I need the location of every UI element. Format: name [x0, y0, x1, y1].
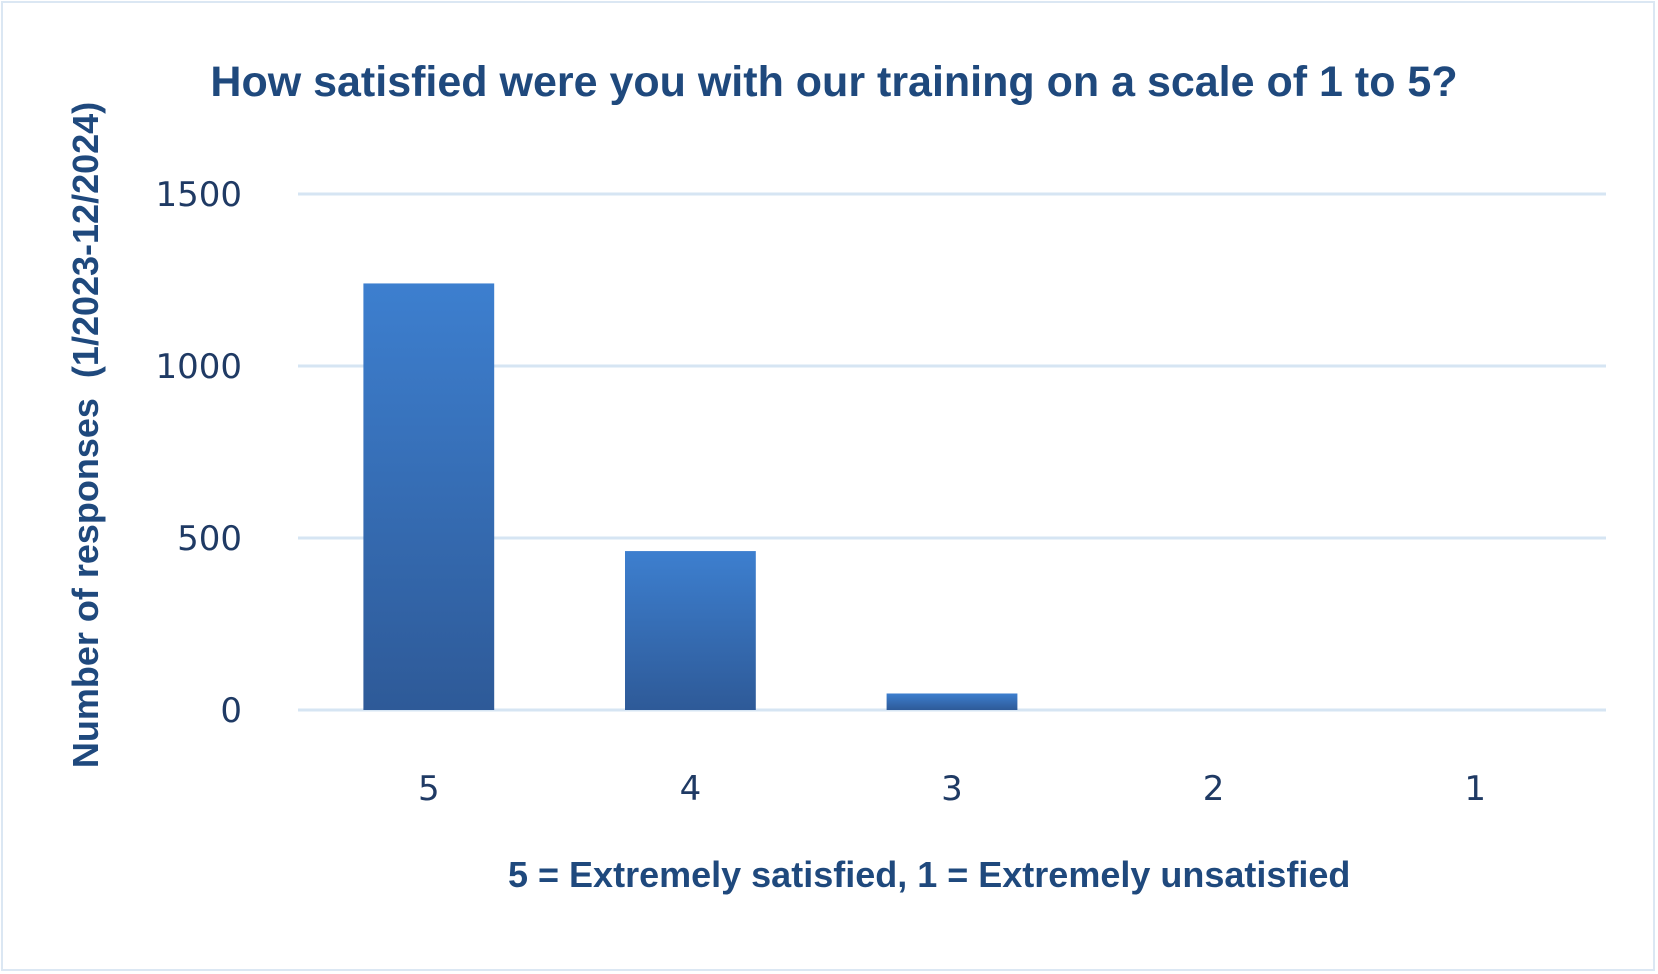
chart-title: How satisfied were you with our training…: [210, 58, 1458, 106]
y-tick-label: 500: [177, 519, 242, 559]
x-tick-labels: 5 4 3 2 1: [418, 769, 1486, 809]
x-tick-label: 1: [1464, 769, 1486, 809]
bar-3: [886, 693, 1018, 710]
x-tick-label: 5: [418, 769, 440, 809]
x-axis-label: 5 = Extremely satisfied, 1 = Extremely u…: [508, 854, 1351, 895]
y-tick-labels: 0 500 1000 1500: [155, 175, 242, 731]
y-tick-label: 1000: [155, 347, 242, 387]
x-tick-label: 4: [680, 769, 702, 809]
bar-5: [363, 283, 495, 710]
bars: [363, 283, 1018, 710]
gridlines: [298, 192, 1606, 712]
bar-4: [625, 551, 756, 710]
y-tick-label: 1500: [155, 175, 242, 215]
y-tick-label: 0: [220, 691, 242, 731]
x-tick-label: 2: [1203, 769, 1225, 809]
x-tick-label: 3: [941, 769, 963, 809]
